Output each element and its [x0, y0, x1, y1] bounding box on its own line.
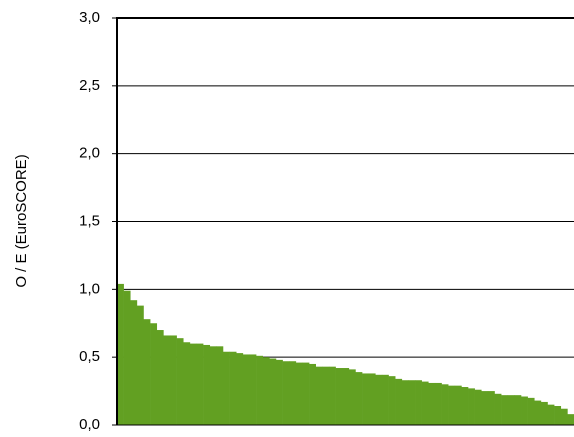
- bar: [262, 357, 270, 425]
- y-tick-label: 0,0: [79, 416, 100, 433]
- y-tick-label: 2,0: [79, 145, 100, 162]
- y-tick-label: 0,5: [79, 348, 100, 365]
- bar: [249, 354, 257, 425]
- bar: [381, 374, 389, 425]
- bar: [461, 387, 469, 425]
- bar: [527, 397, 535, 425]
- bar: [189, 343, 197, 425]
- bar: [534, 400, 542, 425]
- bar: [355, 372, 363, 425]
- bar: [362, 373, 369, 425]
- y-axis-label: O / E (EuroSCORE): [13, 154, 30, 287]
- bar: [229, 351, 237, 425]
- bar: [560, 408, 568, 425]
- bar: [375, 374, 383, 425]
- bar: [501, 395, 509, 425]
- bar: [203, 344, 211, 425]
- bar: [242, 354, 250, 425]
- y-tick-label: 1,0: [79, 280, 100, 297]
- bar: [441, 384, 449, 425]
- bar: [474, 389, 482, 425]
- bar: [507, 395, 515, 425]
- bar: [342, 368, 350, 425]
- bar: [222, 351, 230, 425]
- bar: [547, 404, 555, 425]
- bar: [454, 385, 462, 425]
- bar: [554, 406, 562, 425]
- bar: [123, 290, 131, 425]
- bar: [130, 300, 138, 425]
- bar: [136, 305, 144, 425]
- bar: [150, 323, 158, 425]
- bar: [209, 346, 217, 425]
- bar: [514, 395, 522, 425]
- bar: [275, 359, 283, 425]
- bar: [540, 401, 548, 425]
- bar: [216, 346, 224, 425]
- bar: [487, 391, 495, 425]
- bar: [395, 378, 403, 425]
- bar: [408, 380, 416, 425]
- bar: [322, 366, 330, 425]
- bar: [176, 338, 184, 425]
- bar: [309, 363, 316, 425]
- bar: [567, 414, 574, 425]
- bar: [388, 376, 396, 425]
- bar: [448, 385, 456, 425]
- bar: [401, 380, 409, 425]
- bar: [156, 330, 164, 425]
- bar: [143, 319, 151, 425]
- bar: [256, 355, 264, 425]
- bar: [348, 369, 356, 425]
- bar: [282, 361, 290, 425]
- bar: [428, 382, 436, 425]
- bar: [481, 391, 489, 425]
- bar: [494, 393, 502, 425]
- bar: [196, 343, 204, 425]
- bar: [328, 366, 336, 425]
- bar: [163, 335, 171, 425]
- bar: [269, 358, 277, 425]
- bar: [415, 380, 422, 425]
- bar: [289, 361, 297, 425]
- bar: [169, 335, 177, 425]
- bar: [183, 342, 191, 425]
- y-tick-label: 1,5: [79, 212, 100, 229]
- bar: [368, 373, 376, 425]
- bar: [335, 368, 343, 425]
- bar: [468, 388, 475, 425]
- bar: [302, 362, 310, 425]
- bar: [117, 283, 124, 425]
- bar: [315, 366, 323, 425]
- bar: [236, 353, 244, 425]
- bar: [434, 382, 442, 425]
- bar: [295, 362, 303, 425]
- y-tick-label: 3,0: [79, 9, 100, 26]
- y-tick-label: 2,5: [79, 77, 100, 94]
- bar: [521, 396, 528, 425]
- bar: [421, 381, 429, 425]
